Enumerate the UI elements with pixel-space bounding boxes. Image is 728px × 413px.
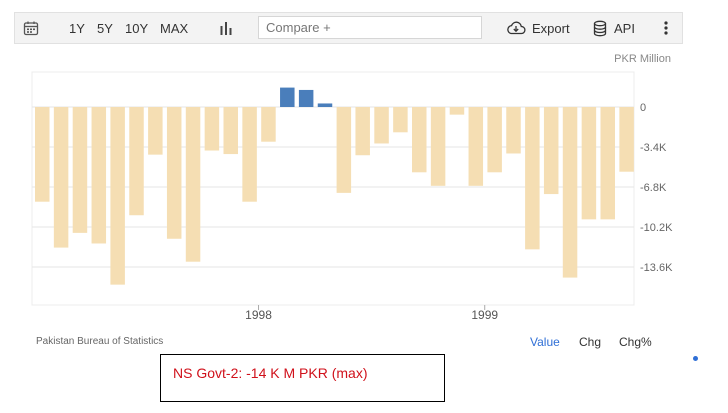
x-tick-label: 1998 [245,308,272,322]
chart-toolbar: 1Y 5Y 10Y MAX Compare + Export API [14,12,683,44]
bar-chart-icon[interactable] [219,21,233,35]
bar [129,107,144,216]
chart-widget: 1Y 5Y 10Y MAX Compare + Export API [14,12,683,355]
bar [581,107,597,220]
indicator-dot [693,356,698,361]
bar [543,107,559,195]
cloud-download-icon [507,21,526,35]
source-label: Pakistan Bureau of Statistics [36,336,164,347]
bar [355,107,370,156]
bar [562,107,578,278]
plot-frame [31,71,635,306]
bar [166,107,182,239]
bar [261,107,276,142]
y-tick-label: 0 [640,102,646,114]
x-tick-label: 1999 [471,308,498,322]
y-tick-label: -13.6K [640,262,673,274]
bar [223,107,238,155]
unit-label: PKR Million [614,53,671,65]
range-10y-button[interactable]: 10Y [125,21,149,36]
y-tick-label: -10.2K [640,222,673,234]
range-1y-button[interactable]: 1Y [69,21,85,36]
bar [185,107,201,262]
bar [506,107,521,154]
tab-chg[interactable]: Chg [579,335,602,349]
bar [430,107,446,186]
tab-chg-percent[interactable]: Chg% [619,335,652,349]
bar [525,107,540,250]
compare-input[interactable]: Compare + [258,16,482,39]
bar [298,89,314,107]
bar [91,107,107,244]
bar [487,107,502,173]
bar [412,107,427,173]
database-icon [593,20,607,37]
bar [374,107,389,144]
annotation-text: NS Govt-2: -14 K M PKR (max) [173,365,368,381]
more-vertical-icon[interactable] [660,19,672,37]
calendar-icon[interactable] [23,20,39,36]
y-tick-label: -6.8K [640,182,667,194]
bar [148,107,163,155]
bar [317,103,333,107]
y-tick-label: -3.4K [640,142,667,154]
bar [72,107,88,233]
bar [53,107,69,248]
bar [336,107,352,193]
bar [393,107,408,133]
bar [204,107,220,151]
bar-chart: 0 -3.4K -6.8K -10.2K -13.6K 1998 1999 [31,71,673,322]
bar [242,107,257,202]
range-5y-button[interactable]: 5Y [97,21,113,36]
api-button[interactable]: API [593,20,635,37]
bar [600,107,615,220]
annotation-box: NS Govt-2: -14 K M PKR (max) [160,354,445,402]
tab-value[interactable]: Value [530,335,560,349]
export-button[interactable]: Export [506,20,570,36]
bar [468,107,484,186]
bar [35,107,50,202]
bar [110,107,125,285]
api-label: API [614,21,635,36]
bar [449,107,465,115]
export-label: Export [532,20,570,36]
bar [619,107,634,172]
range-max-button[interactable]: MAX [160,21,189,36]
bar [280,87,295,107]
